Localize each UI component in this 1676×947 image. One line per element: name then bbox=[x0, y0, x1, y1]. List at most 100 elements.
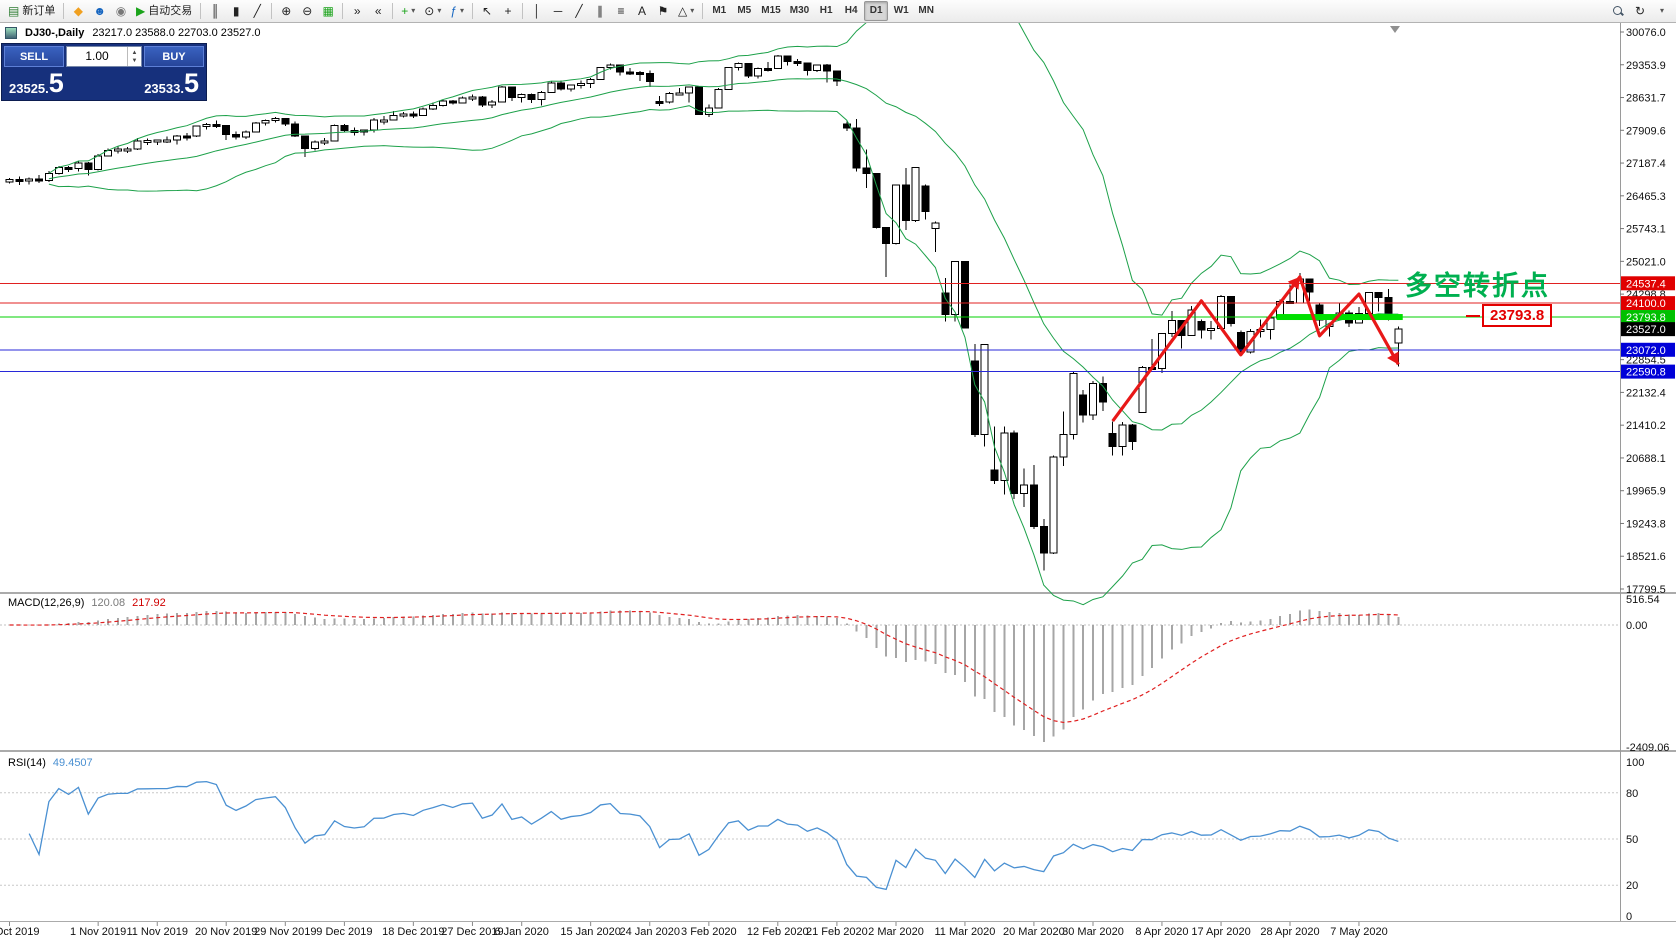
buy-button[interactable]: BUY bbox=[144, 46, 204, 67]
candle-body bbox=[1374, 292, 1383, 299]
candle-body bbox=[665, 92, 674, 103]
candle-body bbox=[685, 86, 694, 94]
pane-separator[interactable] bbox=[0, 592, 1676, 594]
candle-body bbox=[64, 166, 73, 170]
sell-button[interactable]: SELL bbox=[4, 46, 64, 67]
trendline-button[interactable]: ╱ bbox=[569, 1, 589, 21]
candle-body bbox=[468, 96, 477, 100]
candle-body bbox=[202, 124, 211, 128]
metaquotes-button[interactable]: ◆ bbox=[68, 1, 88, 21]
thick-trendline-object[interactable] bbox=[1276, 314, 1403, 321]
macd-label: MACD(12,26,9) 120.08 217.92 bbox=[8, 597, 166, 609]
timeframe-button-h1[interactable]: H1 bbox=[814, 1, 838, 21]
price-callout[interactable]: 23793.8 bbox=[1482, 304, 1553, 327]
price-axis-label: 22132.4 bbox=[1626, 387, 1666, 399]
price-axis-label: 21410.2 bbox=[1626, 420, 1666, 432]
tile-windows-button[interactable]: ▦ bbox=[318, 1, 338, 21]
timeframe-button-d1[interactable]: D1 bbox=[864, 1, 889, 21]
timeframe-button-m1[interactable]: M1 bbox=[707, 1, 731, 21]
text-tool-button[interactable]: A bbox=[632, 1, 652, 21]
timeframe-button-m5[interactable]: M5 bbox=[732, 1, 756, 21]
zoom-out-button[interactable]: ⊖ bbox=[297, 1, 317, 21]
line-chart-button[interactable]: ╱ bbox=[247, 1, 267, 21]
new-chart-button[interactable]: + ▾ bbox=[397, 1, 419, 21]
horizontal-line-button[interactable]: ─ bbox=[548, 1, 568, 21]
candle-body bbox=[498, 86, 506, 103]
macd-axis-label: 0.00 bbox=[1626, 620, 1647, 632]
price-axis[interactable]: 30076.0 29353.9 28631.7 27909.6 27187.4 26465… bbox=[1620, 27, 1675, 596]
date-axis-label: 11 Nov 2019 bbox=[126, 926, 188, 938]
search-icon bbox=[1612, 5, 1624, 17]
timeframe-button-mn[interactable]: MN bbox=[914, 1, 938, 21]
search-button[interactable] bbox=[1608, 1, 1628, 21]
chart-shift-marker[interactable] bbox=[1390, 26, 1400, 33]
candle-body bbox=[1059, 434, 1068, 458]
candle-body bbox=[1305, 278, 1314, 293]
price-marker-bg bbox=[1621, 296, 1675, 311]
shapes-button[interactable]: △ ▾ bbox=[674, 1, 698, 21]
label-tool-button[interactable]: ⚑ bbox=[653, 1, 673, 21]
news-button[interactable]: ◉ bbox=[111, 1, 131, 21]
candle-body bbox=[527, 93, 536, 101]
vertical-line-button[interactable]: │ bbox=[527, 1, 547, 21]
candle-body bbox=[1128, 424, 1137, 442]
candle-body bbox=[960, 260, 969, 329]
price-axis-label: 22854.5 bbox=[1626, 355, 1666, 367]
channel-button[interactable]: ∥ bbox=[590, 1, 610, 21]
refresh-button[interactable]: ↻ bbox=[1630, 1, 1650, 21]
zigzag-annotation[interactable] bbox=[1111, 275, 1400, 423]
candle-body bbox=[1394, 328, 1403, 344]
fibonacci-button[interactable]: ≡ bbox=[611, 1, 631, 21]
price-axis-label: 19965.9 bbox=[1626, 486, 1666, 498]
candle-body bbox=[1010, 432, 1019, 495]
function-icon: ƒ bbox=[450, 4, 458, 18]
candle-body bbox=[488, 101, 497, 106]
candle-body bbox=[783, 55, 792, 63]
autotrade-button[interactable]: ▶ 自动交易 bbox=[132, 1, 196, 21]
community-button[interactable]: ☻ bbox=[89, 1, 110, 21]
profiles-button[interactable]: ⊙ ▾ bbox=[420, 1, 445, 21]
fibonacci-icon: ≡ bbox=[617, 4, 625, 18]
candle-body bbox=[172, 135, 181, 141]
volume-value[interactable]: 1.00 bbox=[85, 49, 109, 63]
volume-field[interactable]: 1.00 ▲ ▼ bbox=[66, 46, 142, 67]
volume-up-button[interactable]: ▲ bbox=[131, 49, 138, 56]
date-axis-label: 3 Feb 2020 bbox=[681, 926, 737, 938]
turning-point-annotation[interactable]: 多空转折点 bbox=[1405, 271, 1550, 301]
candle-body bbox=[832, 70, 841, 82]
callout-connector bbox=[1466, 315, 1480, 317]
timeframe-button-h4[interactable]: H4 bbox=[839, 1, 863, 21]
auto-scroll-button[interactable]: » bbox=[347, 1, 367, 21]
price-axis-label: 26465.3 bbox=[1626, 191, 1666, 203]
timeframe-button-m15[interactable]: M15 bbox=[757, 1, 784, 21]
candle-body bbox=[143, 140, 152, 144]
price-marker-label: 23793.8 bbox=[1626, 312, 1666, 324]
candle-body bbox=[626, 71, 635, 75]
volume-down-button[interactable]: ▼ bbox=[131, 57, 138, 64]
crosshair-button[interactable]: + bbox=[498, 1, 518, 21]
candlestick-chart-button[interactable]: ▮ bbox=[226, 1, 246, 21]
macd-signal-line bbox=[9, 610, 1399, 724]
options-button[interactable]: ▾ bbox=[1652, 1, 1672, 21]
price-axis-label: 27909.6 bbox=[1626, 125, 1666, 137]
bar-chart-button[interactable]: ║ bbox=[205, 1, 225, 21]
candle-body bbox=[744, 63, 753, 77]
candle-body bbox=[291, 123, 300, 137]
cursor-button[interactable]: ↖ bbox=[477, 1, 497, 21]
timeframe-button-m30[interactable]: M30 bbox=[786, 1, 813, 21]
price-axis-label: 19243.8 bbox=[1626, 518, 1666, 530]
channel-icon: ∥ bbox=[597, 4, 604, 18]
candle-body bbox=[606, 64, 615, 68]
pane-separator[interactable] bbox=[0, 750, 1676, 752]
indicators-button[interactable]: ƒ ▾ bbox=[446, 1, 468, 21]
zoom-in-button[interactable]: ⊕ bbox=[276, 1, 296, 21]
timeframe-button-w1[interactable]: W1 bbox=[889, 1, 913, 21]
macd-axis-label: -2409.06 bbox=[1626, 742, 1669, 754]
candle-body bbox=[5, 178, 14, 183]
new-order-button[interactable]: ▤ 新订单 bbox=[4, 1, 59, 21]
candlestick-icon: ▮ bbox=[232, 4, 240, 18]
main-toolbar: ▤ 新订单 ◆ ☻ ◉ ▶ 自动交易 ║ ▮ ╱ ⊕ ⊖ ▦ » « + ▾ ⊙ ▾… bbox=[0, 0, 1676, 23]
chart-shift-button[interactable]: « bbox=[368, 1, 388, 21]
